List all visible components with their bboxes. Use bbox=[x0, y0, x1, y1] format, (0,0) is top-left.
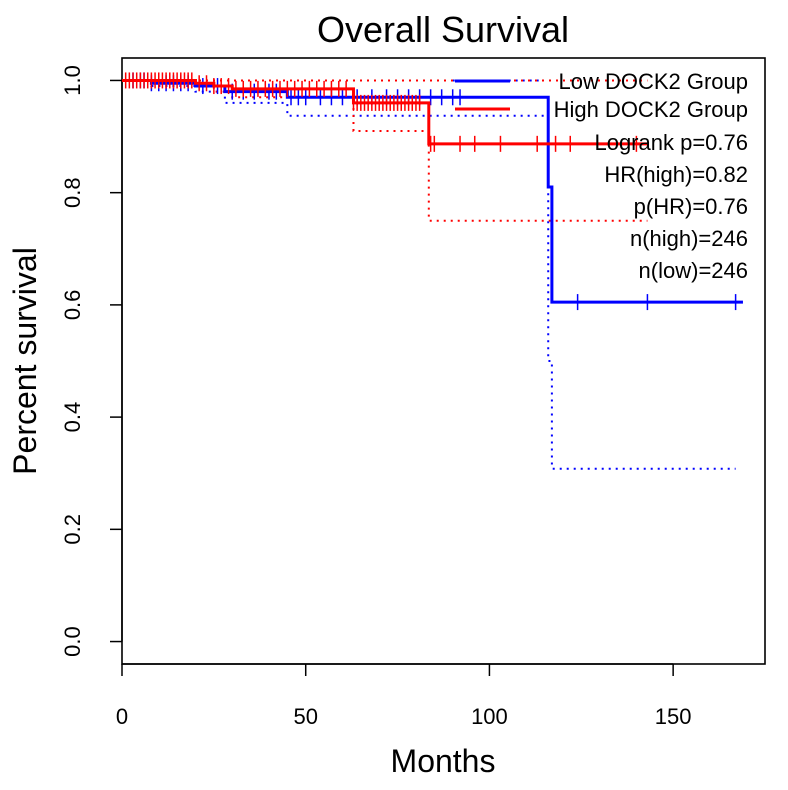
stats-annotations: Logrank p=0.76 HR(high)=0.82 p(HR)=0.76 n(h… bbox=[594, 130, 748, 283]
legend-label: Low DOCK2 Group bbox=[558, 69, 748, 94]
y-tick-label: 1.0 bbox=[60, 65, 85, 96]
x-axis: 0 50 100 150 bbox=[116, 663, 692, 729]
y-tick-label: 0.8 bbox=[60, 177, 85, 208]
x-tick-label: 100 bbox=[471, 704, 508, 729]
stat-annotation: p(HR)=0.76 bbox=[634, 194, 748, 219]
x-axis-label: Months bbox=[391, 743, 496, 779]
stat-annotation: n(high)=246 bbox=[630, 226, 748, 251]
y-tick-label: 0.4 bbox=[60, 402, 85, 433]
legend: Low DOCK2 Group High DOCK2 Group bbox=[455, 69, 748, 122]
stat-annotation: Logrank p=0.76 bbox=[594, 130, 748, 155]
stat-annotation: HR(high)=0.82 bbox=[604, 162, 748, 187]
y-tick-label: 0.6 bbox=[60, 290, 85, 321]
x-tick-label: 0 bbox=[116, 704, 128, 729]
y-axis: 0.0 0.2 0.4 0.6 0.8 1.0 bbox=[60, 65, 123, 657]
y-axis-label: Percent survival bbox=[7, 247, 43, 475]
legend-label: High DOCK2 Group bbox=[554, 97, 748, 122]
chart-title: Overall Survival bbox=[317, 9, 569, 50]
y-tick-label: 0.2 bbox=[60, 514, 85, 545]
x-tick-label: 50 bbox=[293, 704, 317, 729]
x-tick-label: 150 bbox=[655, 704, 692, 729]
y-tick-label: 0.0 bbox=[60, 626, 85, 657]
stat-annotation: n(low)=246 bbox=[639, 258, 748, 283]
